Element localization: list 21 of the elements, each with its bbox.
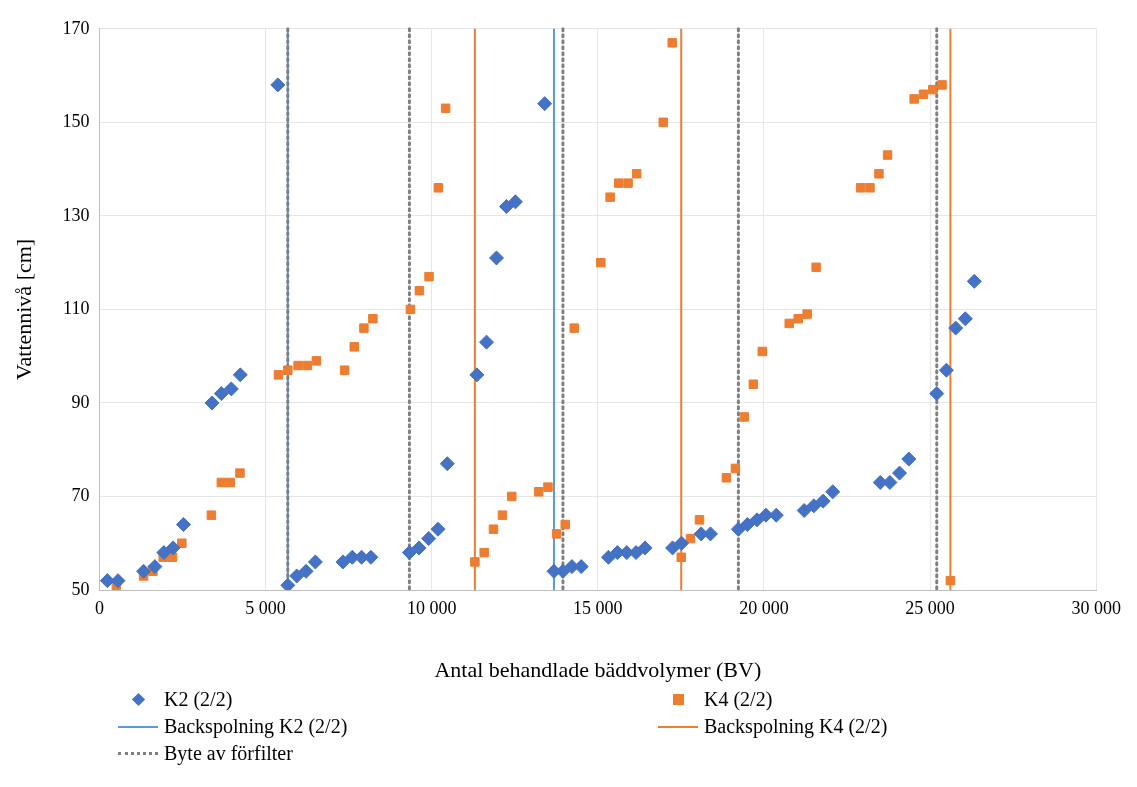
x-axis-title: Antal behandlade bäddvolymer (BV) [434,656,762,682]
y-axis-title: Vattennivå [cm] [10,238,36,380]
y-tick-label: 90 [71,391,90,412]
y-tick-label: 150 [62,111,90,132]
x-tick-label: 20 000 [739,597,789,618]
legend-label: Byte av förfilter [164,742,293,765]
legend-label: K2 (2/2) [164,688,233,711]
x-tick-label: 10 000 [406,597,457,618]
y-tick-label: 70 [71,485,90,506]
legend-label: Backspolning K2 (2/2) [164,715,348,738]
y-tick-label: 110 [63,298,90,319]
x-tick-label: 15 000 [573,597,623,618]
x-tick-label: 25 000 [905,597,955,618]
legend-label: K4 (2/2) [704,688,773,711]
legend-label: Backspolning K4 (2/2) [704,715,888,738]
x-tick-label: 30 000 [1071,597,1121,618]
x-tick-label: 0 [94,597,104,618]
y-tick-label: 130 [62,204,90,225]
y-tick-label: 170 [62,17,90,38]
y-tick-label: 50 [71,578,90,599]
x-tick-label: 5 000 [245,597,286,618]
